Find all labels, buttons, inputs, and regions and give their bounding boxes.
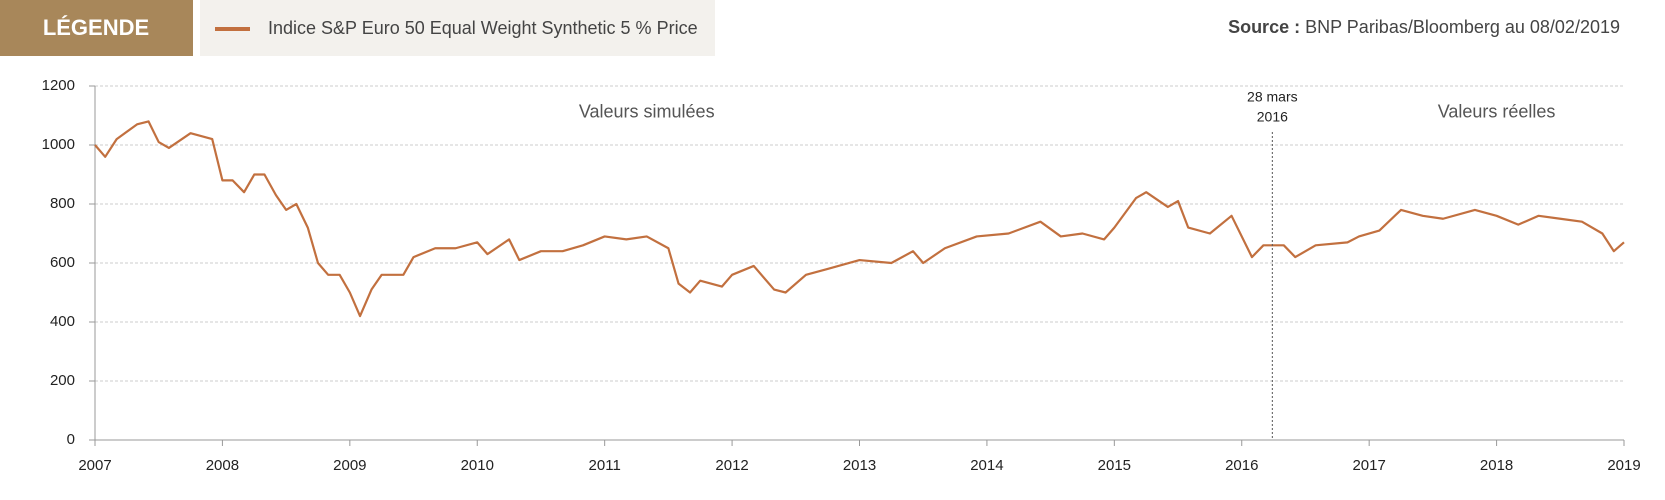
x-tick-label: 2009 [333, 457, 366, 474]
x-tick-label: 2011 [589, 457, 621, 474]
y-tick-label: 1000 [42, 136, 75, 153]
marker-label: 2016 [1257, 109, 1288, 125]
legend-header-bg [0, 0, 193, 56]
y-tick-label: 1200 [42, 77, 75, 94]
x-tick-label: 2013 [843, 457, 876, 474]
x-tick-label: 2007 [78, 457, 111, 474]
x-tick-label: 2015 [1098, 457, 1131, 474]
series-line [94, 120, 1625, 318]
x-tick-label: 2016 [1225, 457, 1258, 474]
x-tick-label: 2018 [1480, 457, 1513, 474]
x-tick-label: 2014 [970, 457, 1003, 474]
y-tick-label: 800 [50, 195, 75, 212]
x-tick-label: 2017 [1352, 457, 1385, 474]
y-tick-label: 0 [67, 431, 75, 448]
y-tick-label: 600 [50, 254, 75, 271]
annotation: Valeurs simulées [579, 101, 715, 121]
source-text: BNP Paribas/Bloomberg au 08/02/2019 [1305, 17, 1620, 37]
y-tick-label: 400 [50, 313, 75, 330]
source-label: Source : [1228, 17, 1300, 37]
annotation: Valeurs réelles [1438, 101, 1556, 121]
legend-box [200, 0, 715, 56]
x-tick-label: 2008 [206, 457, 239, 474]
legend-title: LÉGENDE [43, 15, 149, 40]
legend-label: Indice S&P Euro 50 Equal Weight Syntheti… [268, 18, 698, 38]
x-tick-label: 2019 [1607, 457, 1640, 474]
source: Source : BNP Paribas/Bloomberg au 08/02/… [1228, 17, 1620, 37]
x-tick-label: 2010 [461, 457, 494, 474]
marker-label: 28 mars [1247, 89, 1298, 105]
x-tick-label: 2012 [715, 457, 748, 474]
y-tick-label: 200 [50, 372, 75, 389]
